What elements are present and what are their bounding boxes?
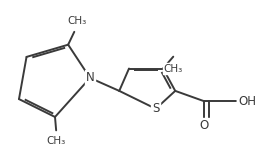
Text: O: O [200, 119, 209, 132]
Text: CH₃: CH₃ [47, 136, 66, 146]
Text: N: N [86, 71, 94, 84]
Text: CH₃: CH₃ [164, 64, 183, 74]
Text: CH₃: CH₃ [67, 16, 86, 26]
Text: OH: OH [238, 95, 256, 108]
Text: S: S [152, 102, 159, 115]
